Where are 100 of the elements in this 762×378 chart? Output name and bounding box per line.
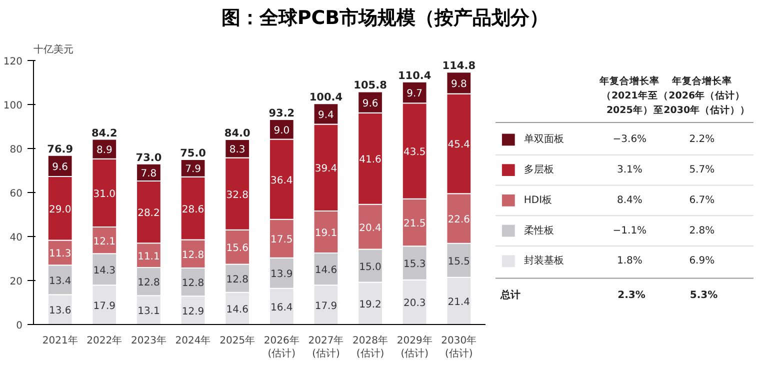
data-label: 12.8 — [182, 278, 204, 290]
data-label: 8.9 — [96, 145, 112, 156]
text: 2025年） — [606, 104, 653, 116]
data-label: 45.4 — [448, 140, 470, 151]
total-label: 84.2 — [91, 127, 118, 140]
total-label: 100.4 — [309, 92, 343, 104]
text: 2.2% — [689, 134, 715, 146]
data-label: 21.4 — [448, 297, 470, 308]
data-label: 31.0 — [93, 189, 116, 200]
data-label: 9.4 — [318, 110, 334, 122]
data-label: 28.2 — [138, 208, 160, 220]
total-label: 110.4 — [398, 70, 432, 82]
data-label: 9.0 — [274, 126, 290, 136]
legend-label: HDI板 — [524, 194, 552, 206]
total-label: 105.8 — [354, 80, 387, 92]
y-tick-label: 20 — [10, 276, 23, 288]
y-tick-label: 60 — [10, 188, 23, 200]
data-label: 19.1 — [314, 228, 338, 240]
text: 2.8% — [689, 225, 715, 236]
text: 8.4% — [616, 195, 642, 206]
text: 年复合增长率 — [598, 75, 660, 88]
data-label: 13.4 — [48, 276, 72, 287]
text: 总计 — [500, 289, 521, 302]
text: 6.7% — [689, 195, 715, 206]
x-tick-label: 2024年 — [175, 334, 211, 347]
data-label: 12.8 — [226, 274, 248, 286]
data-label: 12.8 — [138, 278, 160, 289]
y-tick-label: 0 — [16, 320, 23, 332]
legend-label: 柔性板 — [524, 224, 554, 236]
text: 年复合增长率 — [670, 75, 732, 88]
data-label: 22.6 — [448, 214, 470, 226]
chart-title: 图：全球PCB市场规模（按产品划分） — [221, 6, 549, 31]
data-label: 17.9 — [314, 300, 338, 312]
legend-label: 多层板 — [524, 164, 554, 176]
data-label: 43.5 — [403, 147, 426, 158]
text: −3.6% — [612, 134, 647, 146]
text: 6.9% — [689, 256, 715, 267]
legend-label: 单双面板 — [524, 133, 564, 146]
y-tick-label: 80 — [10, 144, 23, 156]
data-label: 15.6 — [226, 243, 248, 254]
data-label: 12.1 — [93, 236, 116, 248]
x-tick-label: 2026年 (估计) — [264, 334, 300, 360]
data-label: 15.5 — [448, 256, 470, 268]
data-label: 16.4 — [270, 302, 293, 314]
data-label: 7.9 — [185, 164, 201, 176]
data-label: 17.5 — [270, 234, 293, 246]
data-label: 41.6 — [359, 154, 382, 166]
x-tick-label: 2021年 — [42, 334, 78, 347]
y-tick-label: 120 — [3, 56, 23, 68]
data-label: 36.4 — [270, 175, 293, 186]
data-label: 21.5 — [403, 218, 426, 230]
x-tick-label: 2027年 (估计) — [308, 334, 344, 360]
total-label: 76.9 — [47, 143, 74, 156]
x-tick-label: 2030年 (估计) — [441, 334, 477, 360]
total-label: 73.0 — [136, 152, 162, 164]
x-tick-label: 2022年 — [86, 334, 122, 347]
data-label: 14.6 — [314, 265, 338, 276]
y-axis-title: 十亿美元 — [34, 44, 74, 56]
data-label: 7.8 — [140, 168, 157, 180]
data-label: 28.6 — [182, 204, 204, 216]
total-label: 114.8 — [442, 60, 476, 72]
data-label: 15.0 — [359, 262, 382, 273]
x-tick-label: 2023年 — [130, 334, 166, 347]
data-label: 29.0 — [48, 204, 72, 216]
text: 5.3% — [690, 290, 718, 302]
y-tick-label: 100 — [3, 100, 23, 112]
x-tick-label: 2029年 (估计) — [396, 334, 432, 360]
legend-label: 封装基板 — [524, 254, 564, 267]
data-label: 9.6 — [52, 162, 68, 174]
text: （2026年（估计） — [658, 90, 746, 102]
data-label: 9.6 — [362, 98, 378, 110]
x-tick-label: 2028年 (估计) — [352, 334, 388, 360]
total-label: 93.2 — [268, 108, 295, 120]
text: 5.7% — [689, 164, 715, 176]
data-label: 12.9 — [182, 306, 204, 318]
data-label: 14.6 — [226, 304, 248, 316]
x-tick-label: 2025年 — [220, 334, 256, 347]
total-label: 84.0 — [224, 128, 250, 140]
data-label: 20.4 — [359, 222, 382, 234]
data-label: 15.3 — [403, 259, 426, 270]
data-label: 39.4 — [314, 164, 338, 175]
data-label: 32.8 — [226, 190, 248, 201]
data-label: 11.1 — [138, 251, 160, 262]
text: 至2030年（估计）） — [652, 104, 750, 116]
text: 1.8% — [616, 256, 642, 267]
text: 3.1% — [616, 164, 642, 176]
data-label: 20.3 — [403, 298, 426, 310]
text: 2.3% — [618, 290, 646, 302]
data-label: 8.3 — [229, 144, 246, 156]
data-label: 13.9 — [270, 269, 293, 280]
text: −1.1% — [612, 225, 647, 236]
data-label: 17.9 — [93, 300, 116, 312]
data-label: 14.3 — [93, 266, 116, 277]
total-label: 75.0 — [180, 148, 206, 160]
data-label: 13.6 — [48, 306, 72, 317]
data-label: 13.1 — [138, 306, 160, 318]
text: （2021年至 — [601, 90, 658, 102]
data-label: 12.8 — [182, 250, 204, 262]
data-label: 9.8 — [450, 79, 467, 90]
data-label: 11.3 — [48, 248, 72, 260]
